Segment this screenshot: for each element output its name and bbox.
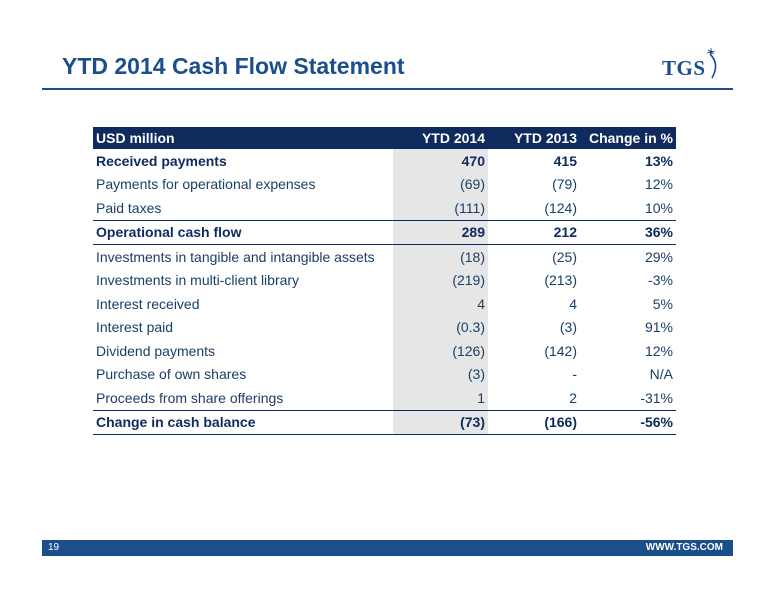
row-change: 36%	[580, 220, 676, 245]
row-change: 5%	[652, 295, 673, 312]
page-title: YTD 2014 Cash Flow Statement	[62, 53, 405, 79]
row-ytd2013: (166)	[488, 410, 580, 435]
logo-text: TGS	[662, 56, 706, 80]
table-row: Dividend payments (126) (142) 12%	[93, 339, 676, 363]
row-ytd2013: 212	[488, 220, 580, 245]
table-row: Proceeds from share offerings 1 2 -31%	[93, 386, 676, 411]
row-ytd2014: (0.3)	[393, 315, 488, 339]
row-label: Purchase of own shares	[96, 366, 247, 383]
row-change: 10%	[580, 196, 676, 221]
row-ytd2014: (73)	[393, 410, 488, 435]
table-row: Purchase of own shares (3) - N/A	[93, 362, 676, 386]
row-ytd2013: 4	[569, 295, 577, 312]
row-ytd2014: (3)	[393, 362, 488, 386]
row-ytd2013: (3)	[559, 319, 577, 336]
table-row: Payments for operational expenses (69) (…	[93, 172, 676, 196]
row-ytd2013: (124)	[488, 196, 580, 221]
row-ytd2014: (69)	[393, 172, 488, 196]
table-header-row: USD million YTD 2014 YTD 2013 Change in …	[93, 127, 676, 149]
row-ytd2013: (213)	[544, 272, 577, 289]
website-label: WWW.TGS.COM	[645, 542, 723, 553]
company-logo: TGS	[650, 46, 726, 86]
page-number: 19	[48, 542, 60, 553]
row-label: Interest received	[96, 295, 200, 312]
row-ytd2014: 289	[393, 220, 488, 245]
table-row: Interest paid (0.3) (3) 91%	[93, 315, 676, 339]
row-label: Change in cash balance	[93, 410, 393, 435]
row-label: Investments in multi-client library	[96, 272, 300, 289]
row-ytd2013: 415	[553, 152, 577, 169]
cash-flow-table: USD million YTD 2014 YTD 2013 Change in …	[93, 127, 676, 435]
header-change: Change in %	[580, 127, 676, 149]
row-label: Proceeds from share offerings	[93, 386, 393, 411]
table-row: Investments in tangible and intangible a…	[93, 244, 676, 269]
logo-swoosh-icon	[706, 48, 717, 79]
table-row: Interest received 4 4 5%	[93, 292, 676, 316]
row-ytd2014: (111)	[393, 196, 488, 221]
row-change: -56%	[580, 410, 676, 435]
row-label: Payments for operational expenses	[96, 176, 316, 193]
row-ytd2014: (219)	[393, 268, 488, 292]
table-row: Received payments 470 415 13%	[93, 149, 676, 173]
row-change: N/A	[649, 366, 673, 383]
header-usd-million: USD million	[93, 127, 393, 149]
row-label: Operational cash flow	[93, 220, 393, 245]
row-label: Received payments	[96, 152, 227, 169]
row-label: Investments in tangible and intangible a…	[96, 248, 375, 265]
row-ytd2013: -	[572, 366, 577, 383]
row-ytd2014: 470	[393, 149, 488, 173]
footer-bar: 19 WWW.TGS.COM	[42, 540, 733, 556]
row-change: -3%	[648, 272, 673, 289]
row-ytd2014: (18)	[393, 244, 488, 269]
table-row: Investments in multi-client library (219…	[93, 268, 676, 292]
row-label: Paid taxes	[93, 196, 393, 221]
row-change: 13%	[644, 152, 673, 169]
row-ytd2013: 2	[488, 386, 580, 411]
row-ytd2014: (126)	[393, 339, 488, 363]
header-ytd-2014: YTD 2014	[393, 127, 488, 149]
row-ytd2013: (79)	[552, 176, 577, 193]
title-rule	[42, 88, 733, 90]
table-row: Operational cash flow 289 212 36%	[93, 220, 676, 245]
row-ytd2013: (25)	[552, 248, 577, 265]
table-row: Paid taxes (111) (124) 10%	[93, 196, 676, 221]
row-change: 12%	[644, 176, 673, 193]
row-ytd2014: 1	[393, 386, 488, 411]
row-ytd2014: 4	[393, 292, 488, 316]
row-ytd2013: (142)	[544, 342, 577, 359]
row-change: 12%	[644, 342, 673, 359]
row-label: Dividend payments	[96, 342, 216, 359]
row-change: -31%	[580, 386, 676, 411]
table-row: Change in cash balance (73) (166) -56%	[93, 410, 676, 435]
row-label: Interest paid	[96, 319, 174, 336]
header-ytd-2013: YTD 2013	[488, 127, 580, 149]
row-change: 91%	[644, 319, 673, 336]
row-change: 29%	[644, 248, 673, 265]
